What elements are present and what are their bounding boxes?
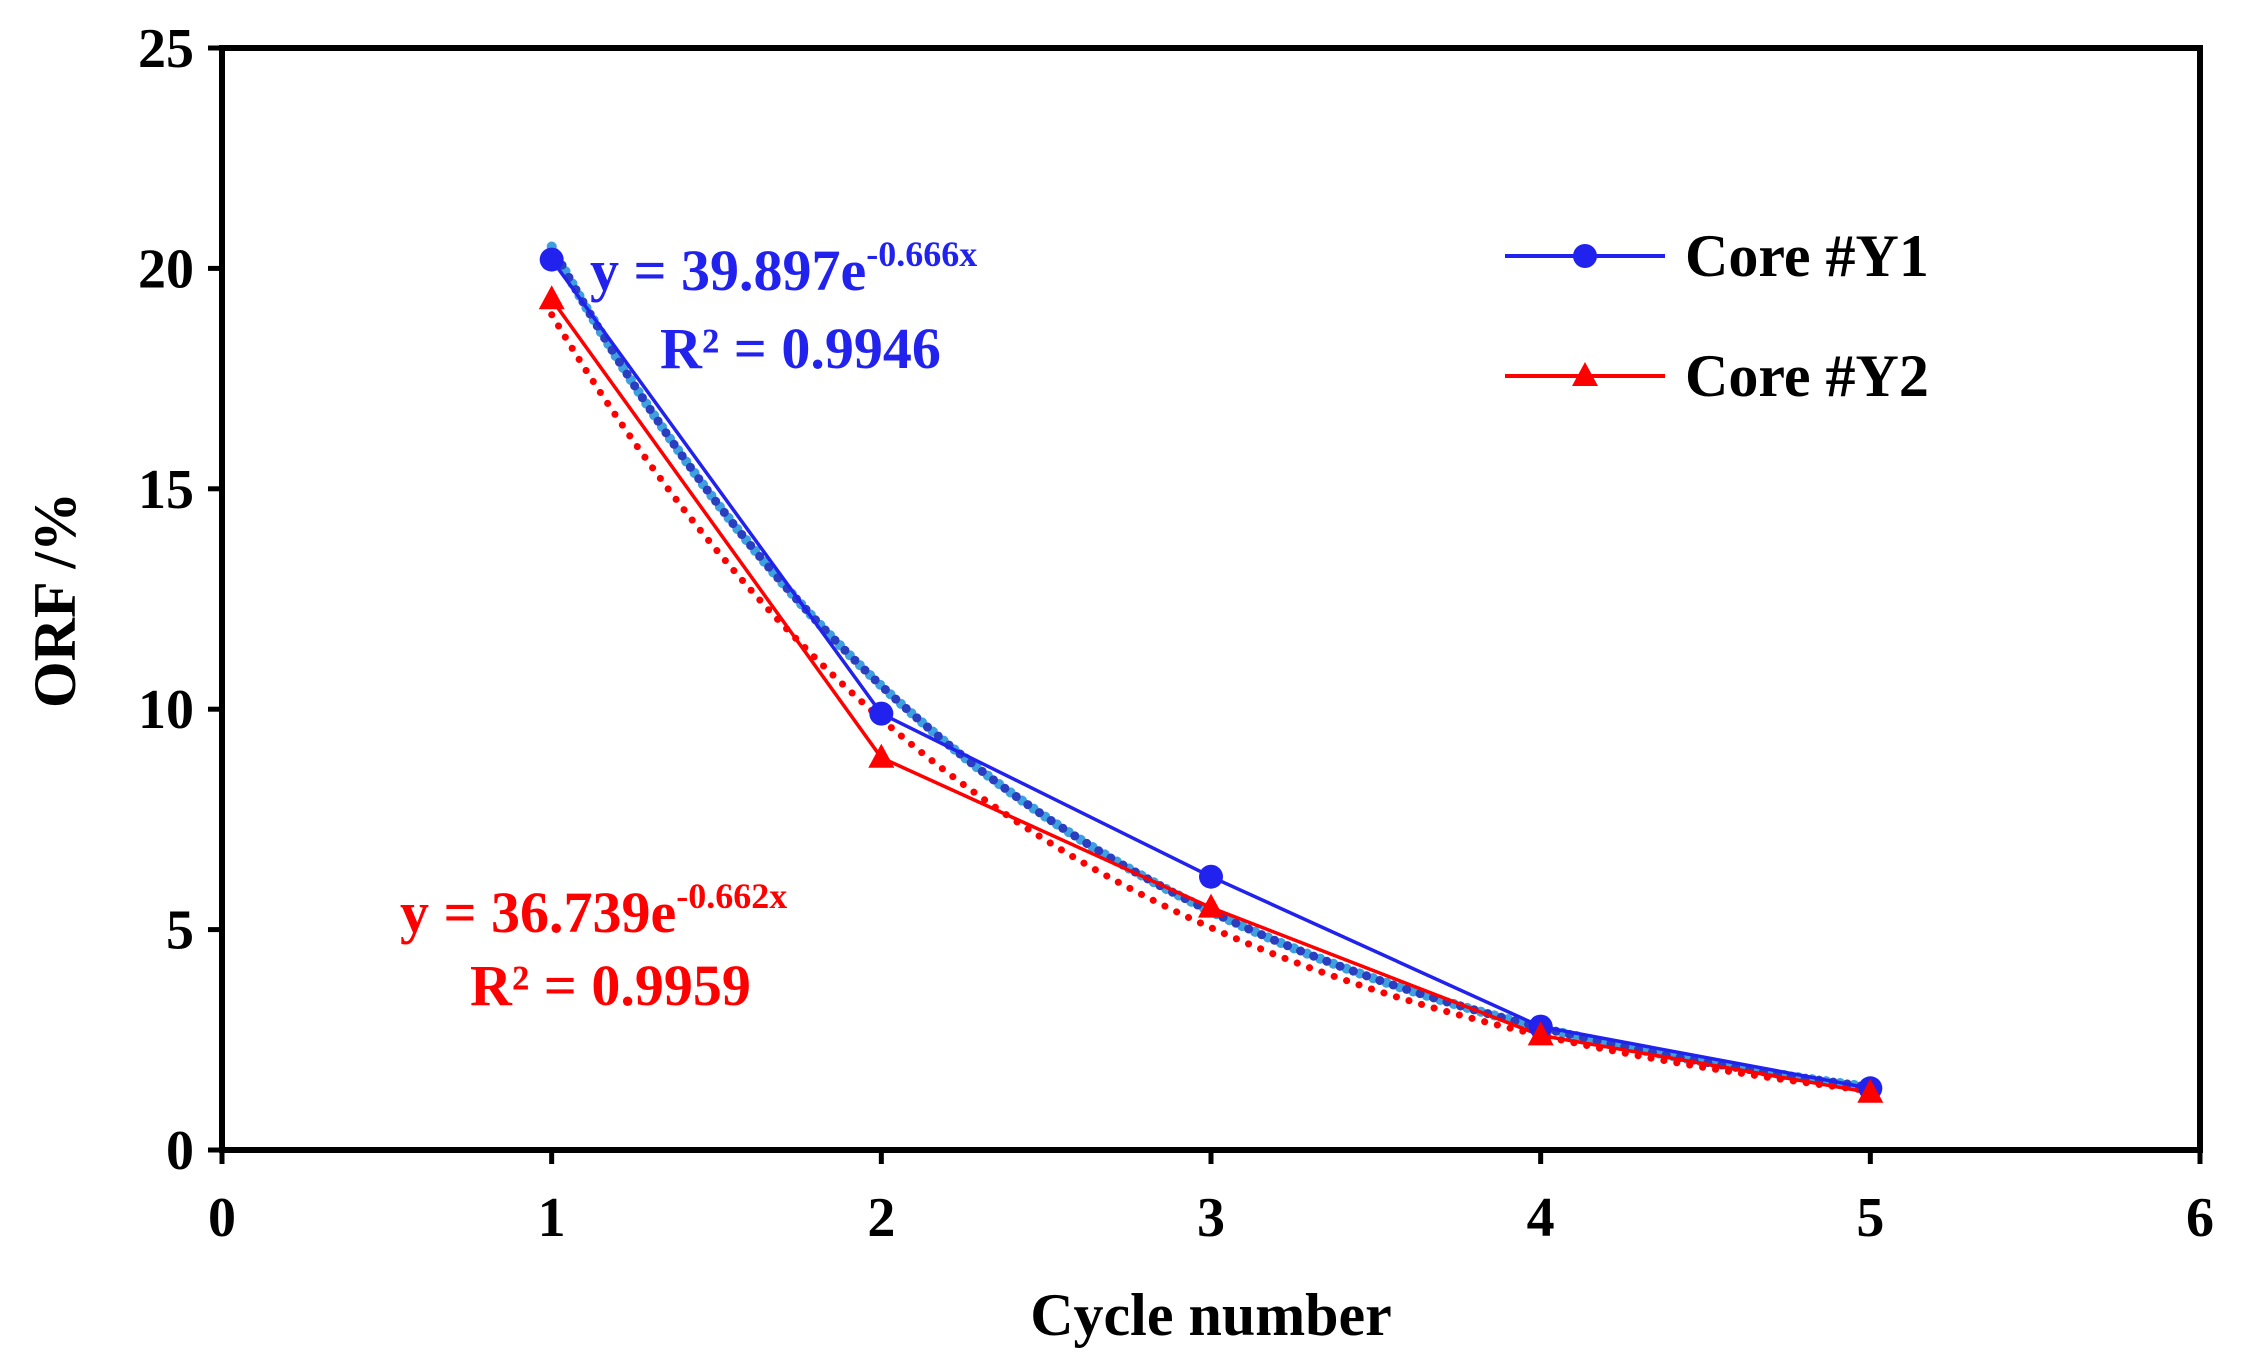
legend-label-core-y2: Core #Y2 xyxy=(1685,343,1929,409)
x-axis-ticks: 0 1 2 3 4 5 6 xyxy=(208,1150,2214,1249)
x-tick-label-0: 0 xyxy=(208,1187,236,1249)
point-core-y2-4 xyxy=(1527,1021,1554,1046)
point-core-y2-5 xyxy=(1857,1078,1884,1103)
equation-core-y1-exponent: -0.666x xyxy=(866,234,977,274)
y-axis-ticks: 0 5 10 15 20 25 xyxy=(138,18,222,1182)
legend-entry-core-y1: Core #Y1 xyxy=(1505,223,1929,289)
legend-marker-core-y2 xyxy=(1572,362,1598,386)
y-axis-label: ORF /% xyxy=(22,492,88,708)
x-tick-label-6: 6 xyxy=(2186,1187,2214,1249)
x-tick-label-3: 3 xyxy=(1197,1187,1225,1249)
x-tick-label-4: 4 xyxy=(1527,1187,1555,1249)
point-core-y1-3 xyxy=(1199,864,1223,889)
y-tick-label-0: 0 xyxy=(166,1120,194,1182)
x-tick-label-2: 2 xyxy=(867,1187,895,1249)
equation-core-y2-base: y = 36.739e xyxy=(400,880,676,945)
equation-core-y2-exponent: -0.662x xyxy=(676,876,787,916)
point-core-y2-3 xyxy=(1198,893,1224,918)
legend-marker-core-y1 xyxy=(1573,244,1597,268)
y-tick-label-3: 15 xyxy=(138,459,194,521)
point-core-y2-2 xyxy=(868,743,895,768)
equation-core-y1: y = 39.897e-0.666x R² = 0.9946 xyxy=(590,234,977,381)
x-tick-label-1: 1 xyxy=(538,1187,566,1249)
x-tick-label-5: 5 xyxy=(1856,1187,1884,1249)
equation-core-y1-base: y = 39.897e xyxy=(590,238,866,303)
y-tick-label-1: 5 xyxy=(166,900,194,962)
point-core-y1-1 xyxy=(539,247,564,272)
legend-entry-core-y2: Core #Y2 xyxy=(1505,343,1929,409)
point-core-y2-1 xyxy=(538,285,565,310)
point-core-y1-2 xyxy=(869,701,894,726)
y-tick-label-2: 10 xyxy=(138,679,194,741)
equation-core-y2: y = 36.739e-0.662x R² = 0.9959 xyxy=(400,876,787,1018)
svg-text:y = 39.897e-0.666x: y = 39.897e-0.666x xyxy=(590,234,977,303)
legend: Core #Y1 Core #Y2 xyxy=(1505,223,1929,409)
r2-core-y2: R² = 0.9959 xyxy=(470,953,751,1018)
trendline-core-y2 xyxy=(548,311,1874,1095)
legend-label-core-y1: Core #Y1 xyxy=(1685,223,1929,289)
r2-core-y1: R² = 0.9946 xyxy=(660,316,941,381)
series-markers xyxy=(538,247,1884,1103)
y-tick-label-5: 25 xyxy=(138,18,194,80)
svg-text:y = 36.739e-0.662x: y = 36.739e-0.662x xyxy=(400,876,787,945)
x-axis-label: Cycle number xyxy=(1030,1282,1392,1348)
y-tick-label-4: 20 xyxy=(138,238,194,300)
